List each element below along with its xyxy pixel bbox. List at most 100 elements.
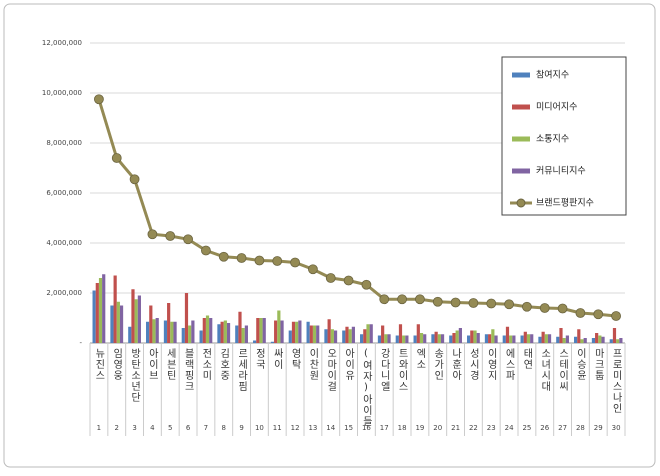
rank-label: 25 xyxy=(522,424,531,432)
rank-label: 2 xyxy=(115,424,119,432)
line-marker xyxy=(94,94,104,105)
bar xyxy=(256,318,260,343)
line-marker xyxy=(201,245,211,256)
rank-label: 17 xyxy=(380,424,389,432)
bar xyxy=(431,334,435,343)
rank-label: 10 xyxy=(255,424,264,432)
bar xyxy=(181,328,185,343)
rank-label: 1 xyxy=(97,424,101,432)
bar xyxy=(473,330,477,343)
line-marker xyxy=(236,253,247,263)
rank-label: 22 xyxy=(469,424,478,432)
bar xyxy=(291,321,296,343)
rank-label: 28 xyxy=(576,424,585,432)
bar xyxy=(152,319,156,343)
y-tick-label: 8,000,000 xyxy=(46,139,82,147)
bar xyxy=(137,295,141,343)
x-tick-label: 정국 xyxy=(253,348,265,370)
bar xyxy=(384,334,388,343)
line-marker xyxy=(218,251,229,262)
bar xyxy=(580,339,584,343)
bar xyxy=(455,330,459,343)
x-tick-label: 르세라핌 xyxy=(236,348,248,392)
bar xyxy=(184,293,189,343)
bar xyxy=(351,326,355,343)
line-marker xyxy=(397,294,407,305)
legend-label: 참여지수 xyxy=(536,69,569,81)
bar xyxy=(128,326,132,343)
rank-label: 4 xyxy=(150,424,155,432)
x-tick-label: 프로미스나인 xyxy=(610,348,622,414)
x-tick-label: 마크툽 xyxy=(592,348,604,381)
bar xyxy=(342,330,346,343)
bar xyxy=(363,329,367,343)
y-tick-label: - xyxy=(79,339,82,347)
bar xyxy=(452,333,456,343)
bar xyxy=(199,330,203,343)
rank-label: 8 xyxy=(222,424,226,432)
line-marker xyxy=(290,257,300,268)
bar xyxy=(226,323,231,343)
bar xyxy=(419,333,424,343)
line-marker xyxy=(432,296,443,307)
rank-label: 20 xyxy=(433,424,442,432)
rank-label: 14 xyxy=(326,424,335,432)
bar xyxy=(360,334,364,343)
chart-border xyxy=(3,3,656,468)
bar xyxy=(494,335,498,343)
bar xyxy=(476,333,480,343)
bar xyxy=(530,334,534,343)
line-marker xyxy=(111,153,122,163)
bar xyxy=(116,301,120,343)
y-tick-label: 10,000,000 xyxy=(42,89,82,97)
rank-label: 12 xyxy=(291,424,300,432)
legend-label: 브랜드평판지수 xyxy=(536,198,594,209)
rank-label: 11 xyxy=(273,424,282,432)
legend-swatch xyxy=(512,104,530,110)
bar xyxy=(223,320,227,343)
bar xyxy=(434,331,438,343)
bar xyxy=(416,324,420,343)
bar xyxy=(149,305,153,343)
bar xyxy=(205,315,210,343)
bar xyxy=(345,326,349,343)
bar xyxy=(559,328,563,343)
bar xyxy=(163,320,168,343)
bar xyxy=(395,335,399,343)
legend-label: 커뮤니티지수 xyxy=(536,166,586,177)
rank-label: 9 xyxy=(239,424,243,432)
bar xyxy=(220,321,224,343)
line-marker xyxy=(165,231,176,241)
x-tick-label: 소녀시대 xyxy=(539,348,551,392)
bar xyxy=(591,338,596,343)
rank-label: 29 xyxy=(594,424,603,432)
x-tick-label: 성시경 xyxy=(467,348,479,381)
rank-label: 3 xyxy=(132,424,136,432)
y-tick-label: 6,000,000 xyxy=(46,189,82,197)
bar xyxy=(616,339,620,343)
bar xyxy=(583,338,587,343)
bar xyxy=(523,331,527,343)
rank-label: 5 xyxy=(168,424,172,432)
line-marker xyxy=(325,273,336,283)
bar xyxy=(387,334,391,343)
bar xyxy=(316,325,320,343)
legend-swatch xyxy=(512,168,530,174)
line-marker xyxy=(147,229,158,240)
bar xyxy=(484,334,489,343)
bar xyxy=(577,329,581,343)
rank-label: 27 xyxy=(558,424,567,432)
bar xyxy=(288,330,292,343)
bar xyxy=(92,290,96,343)
rank-label: 15 xyxy=(344,424,353,432)
bar xyxy=(595,333,599,343)
line-marker xyxy=(575,308,586,318)
rank-label: 30 xyxy=(612,424,621,432)
bar xyxy=(574,336,578,343)
x-tick-label: 방탄소년단 xyxy=(129,348,141,403)
bar xyxy=(134,299,138,343)
x-tick-label: 태연 xyxy=(521,348,533,370)
bar xyxy=(526,334,531,343)
bar xyxy=(619,338,623,343)
